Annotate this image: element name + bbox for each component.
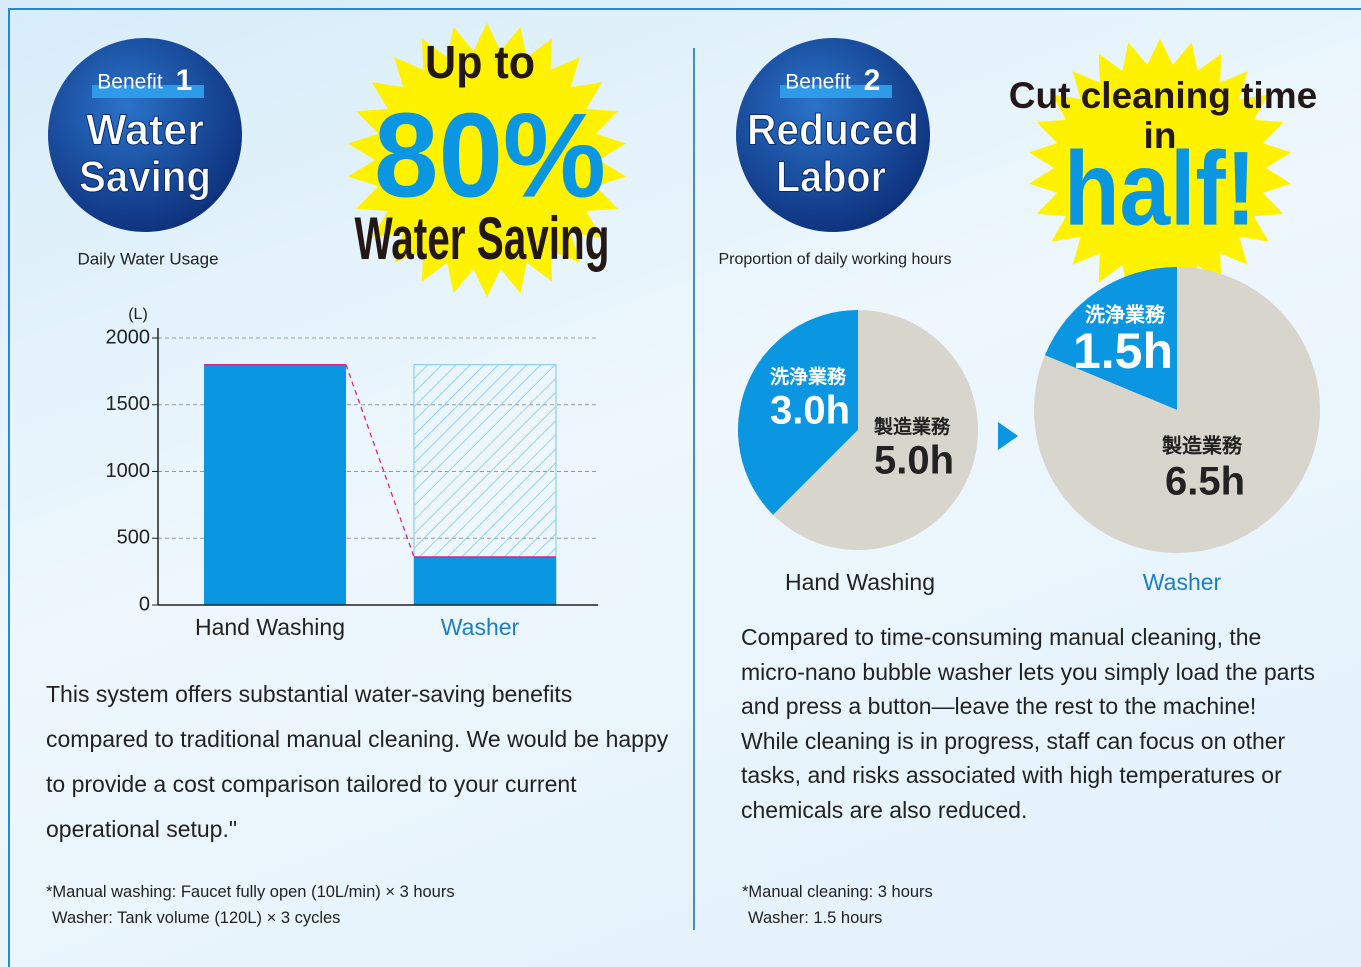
body-text: Compared to time-consuming manual cleani…	[741, 620, 1331, 828]
badge-label: Benefit	[785, 71, 851, 94]
slice-label: 製造業務	[873, 415, 951, 438]
arrow	[998, 422, 1018, 450]
notes: *Manual washing: Faucet fully open (10L/…	[46, 879, 455, 931]
headline: Cut cleaning time	[1009, 75, 1317, 116]
badge-title: Water	[86, 106, 204, 155]
x-tick-label: Washer	[441, 614, 520, 640]
paragraph: Compared to time-consuming manual cleani…	[741, 620, 1331, 724]
badge-number: 2	[864, 64, 881, 97]
axis-unit: (L)	[128, 306, 148, 323]
headline-big: 80%	[374, 89, 606, 223]
headline: Up to	[425, 36, 535, 88]
y-tick-label: 1500	[106, 393, 151, 415]
note: Washer: 1.5 hours	[742, 905, 933, 931]
connector	[346, 365, 414, 557]
y-tick-label: 2000	[106, 326, 151, 348]
note: *Manual cleaning: 3 hours	[742, 879, 933, 905]
chart-name: Washer	[1143, 569, 1222, 595]
bar	[414, 557, 556, 605]
paragraph: While cleaning is in progress, staff can…	[741, 724, 1331, 828]
chart-name: Hand Washing	[785, 569, 935, 595]
value-label: 5.0h	[874, 439, 954, 483]
y-tick-label: 0	[139, 593, 150, 615]
note: Washer: Tank volume (120L) × 3 cycles	[46, 905, 455, 931]
badge-title: Labor	[776, 153, 886, 202]
value-label: 1.5h	[1073, 323, 1173, 379]
note: *Manual washing: Faucet fully open (10L/…	[46, 879, 455, 905]
value-label: 3.0h	[770, 389, 850, 433]
badge-number: 1	[176, 64, 193, 97]
badge-title: Saving	[79, 153, 211, 202]
x-tick-label: Hand Washing	[195, 614, 345, 640]
value-label: 6.5h	[1165, 460, 1245, 504]
slice-label: 洗浄業務	[770, 365, 847, 388]
bar	[204, 365, 346, 605]
body-text: This system offers substantial water-sav…	[46, 672, 671, 852]
notes: *Manual cleaning: 3 hours Washer: 1.5 ho…	[742, 879, 933, 931]
headline: Water Saving	[355, 205, 610, 272]
y-tick-label: 1000	[106, 460, 151, 482]
slice-label: 製造業務	[1162, 433, 1243, 457]
chart-subtitle: Daily Water Usage	[77, 249, 218, 268]
page: Benefit 1 Water Saving Up to 80% Water S…	[0, 0, 1361, 967]
chart-subtitle: Proportion of daily working hours	[718, 251, 951, 268]
badge-title: Reduced	[747, 106, 919, 155]
headline-big: half!	[1064, 131, 1256, 248]
badge-label: Benefit	[97, 71, 163, 94]
y-tick-label: 500	[117, 527, 150, 549]
